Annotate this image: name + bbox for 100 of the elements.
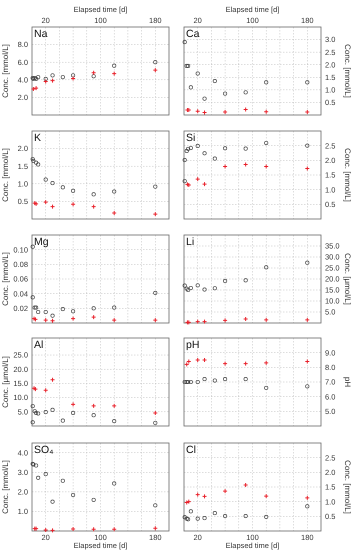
point: [244, 514, 248, 518]
point: [112, 189, 116, 194]
y-axis-title: Conc. [μmol/L]: [343, 253, 352, 305]
point: [182, 40, 187, 44]
point: [264, 514, 268, 519]
point: [32, 306, 37, 310]
y-axis-title: Conc. [mmol/L]: [1, 252, 10, 306]
point: [36, 411, 40, 416]
point: [223, 514, 228, 518]
point: [202, 516, 207, 520]
point: [34, 160, 38, 165]
point: [60, 478, 65, 483]
point: [305, 80, 310, 84]
point: [196, 283, 200, 288]
point: [182, 284, 187, 288]
point: [50, 181, 55, 186]
point: [184, 516, 189, 521]
point: [182, 380, 187, 384]
chart-title: Na: [34, 28, 48, 40]
point: [153, 60, 158, 64]
point: [153, 184, 158, 189]
point: [92, 498, 96, 502]
chart-title: Ca: [186, 28, 200, 40]
point: [182, 179, 187, 184]
point: [196, 380, 200, 384]
y-axis-title: Conc. [mmol/L]: [343, 148, 352, 202]
chart-title: K: [34, 132, 42, 144]
point: [264, 265, 268, 270]
point: [71, 73, 76, 78]
point: [186, 146, 190, 151]
point: [32, 409, 37, 414]
point: [182, 158, 187, 162]
point: [153, 503, 158, 508]
point: [50, 314, 55, 318]
point: [188, 380, 193, 384]
y-axis-title: Conc. [mmol/L]: [1, 148, 10, 202]
point: [30, 295, 35, 300]
y-axis-title: Conc. [mmol/L]: [343, 460, 352, 514]
point: [223, 146, 228, 150]
point: [112, 419, 116, 424]
point: [34, 463, 38, 468]
point: [30, 157, 35, 162]
point: [188, 146, 193, 150]
point: [60, 185, 65, 190]
point: [184, 148, 189, 153]
chart-title: Li: [186, 236, 194, 248]
chart-title: Mg: [34, 236, 49, 248]
point: [44, 178, 48, 182]
point: [223, 92, 228, 96]
point: [44, 310, 48, 314]
point: [244, 146, 248, 151]
point: [305, 260, 310, 265]
point: [36, 162, 40, 166]
point: [50, 73, 55, 78]
point: [212, 378, 217, 383]
point: [30, 404, 35, 408]
point: [112, 306, 116, 310]
y-axis-title: Conc. [mmol/L]: [1, 44, 10, 98]
point: [60, 418, 65, 423]
point: [44, 410, 48, 414]
point: [44, 76, 48, 81]
point: [264, 80, 268, 84]
point: [305, 144, 310, 148]
point: [305, 384, 310, 388]
point: [244, 278, 248, 282]
point: [30, 244, 35, 249]
point: [196, 516, 200, 521]
point: [31, 158, 36, 163]
point: [44, 472, 48, 476]
point: [112, 481, 116, 486]
point: [202, 151, 207, 156]
point: [223, 278, 228, 284]
point: [153, 290, 158, 295]
point: [50, 500, 55, 504]
y-axis-title: Conc. [μmol/L]: [1, 356, 10, 408]
point: [223, 377, 228, 382]
point: [212, 286, 217, 290]
point: [32, 76, 37, 80]
y-axis-title: Conc. [mmol/L]: [1, 460, 10, 514]
point: [264, 140, 268, 146]
point: [186, 64, 190, 68]
point: [186, 380, 190, 384]
point: [184, 64, 189, 68]
chart-title: Cl: [186, 444, 196, 456]
point: [184, 286, 189, 291]
point: [92, 306, 96, 310]
point: [188, 509, 193, 514]
point: [60, 75, 65, 80]
point: [71, 410, 76, 415]
y-axis-title: pH: [343, 376, 352, 388]
point: [30, 420, 35, 424]
point: [196, 71, 200, 76]
point: [92, 192, 96, 196]
point: [182, 515, 187, 520]
point: [202, 288, 207, 292]
point: [244, 90, 248, 94]
point: [71, 188, 76, 193]
point: [71, 492, 76, 498]
point: [244, 377, 248, 382]
point: [202, 377, 207, 382]
